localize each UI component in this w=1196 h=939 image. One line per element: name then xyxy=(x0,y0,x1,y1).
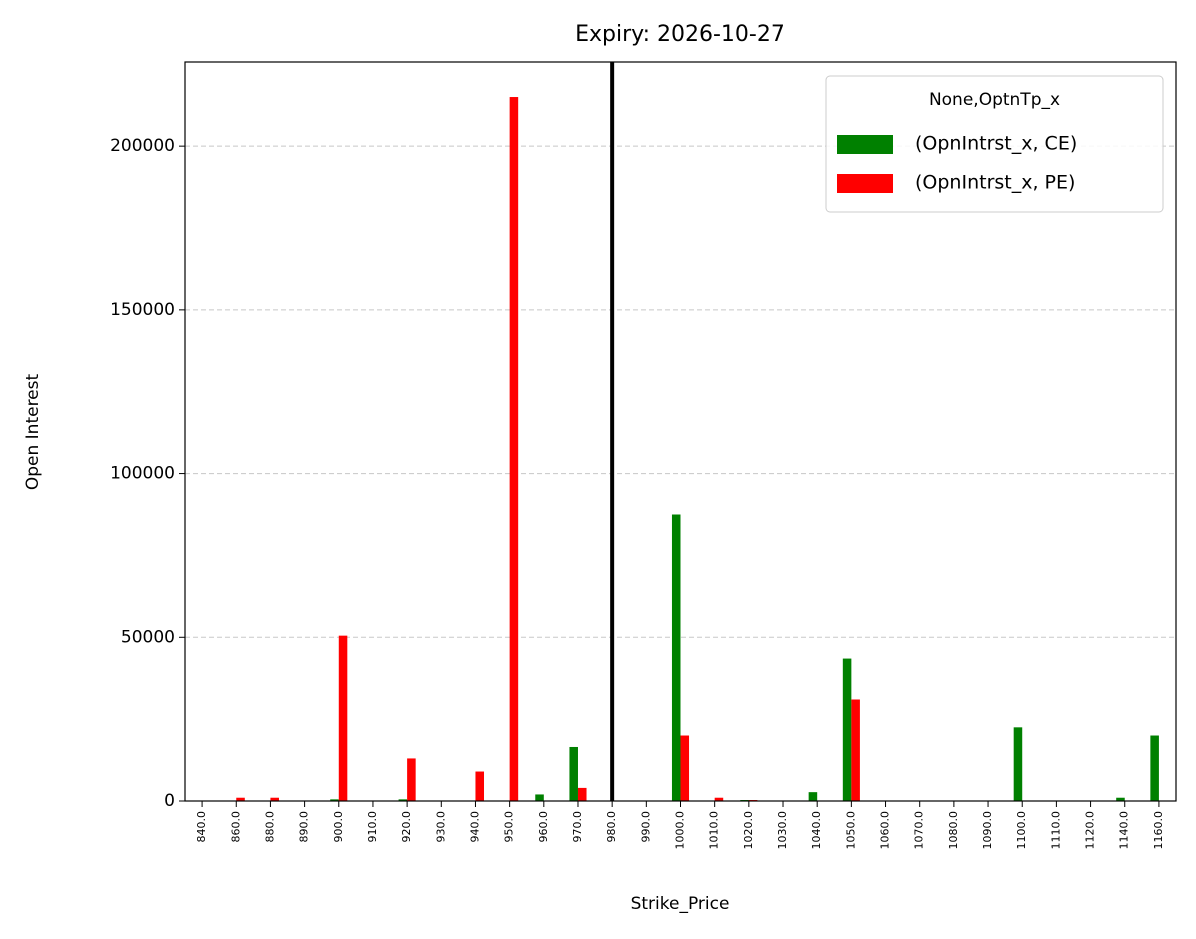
x-tick-label: 880.0 xyxy=(263,811,276,843)
legend-label: (OpnIntrst_x, PE) xyxy=(915,172,1075,194)
x-tick-label: 960.0 xyxy=(537,811,550,843)
bar xyxy=(330,799,339,801)
legend-box xyxy=(825,75,1164,213)
legend: None,OptnTp_x (OpnIntrst_x, CE) (OpnIntrst… xyxy=(825,75,1164,213)
chart-title: Expiry: 2026-10-27 xyxy=(575,22,785,47)
x-tick-label: 970.0 xyxy=(571,811,584,843)
y-tick-label: 0 xyxy=(164,791,175,811)
y-tick-label: 150000 xyxy=(110,300,175,320)
bar xyxy=(680,735,690,801)
x-tick-label: 1060.0 xyxy=(879,811,892,850)
x-tick-label: 980.0 xyxy=(605,811,618,843)
x-tick-label: 900.0 xyxy=(332,811,345,843)
legend-swatch xyxy=(837,174,893,193)
bar xyxy=(1150,735,1159,801)
x-tick-label: 1160.0 xyxy=(1152,811,1165,850)
plot-frame xyxy=(184,61,1177,802)
x-tick-label: 1100.0 xyxy=(1015,811,1028,850)
x-tick-label: 1050.0 xyxy=(844,811,857,850)
bar xyxy=(1116,797,1125,801)
x-tick-label: 940.0 xyxy=(468,811,481,843)
x-tick-label: 1080.0 xyxy=(947,811,960,850)
y-axis-label: Open Interest xyxy=(23,374,43,491)
bar xyxy=(338,635,348,801)
x-tick-label: 1040.0 xyxy=(810,811,823,850)
bar xyxy=(808,792,818,801)
x-tick-label: 860.0 xyxy=(229,811,242,843)
bar xyxy=(577,787,587,801)
x-tick-label: 1120.0 xyxy=(1084,811,1097,850)
bar xyxy=(851,699,860,801)
x-tick-label: 1110.0 xyxy=(1049,811,1062,850)
legend-label: (OpnIntrst_x, CE) xyxy=(915,133,1077,155)
legend-title: None,OptnTp_x xyxy=(929,90,1060,110)
x-tick-label: 1090.0 xyxy=(981,811,994,850)
bar xyxy=(1013,727,1023,801)
y-tick-label: 200000 xyxy=(110,136,175,156)
x-tick-label: 1010.0 xyxy=(708,811,721,850)
bar xyxy=(671,514,681,801)
x-tick-label: 840.0 xyxy=(195,811,208,843)
x-axis-label: Strike_Price xyxy=(631,894,730,914)
x-tick-label: 910.0 xyxy=(366,811,379,843)
bar xyxy=(407,758,416,801)
bar xyxy=(569,746,578,801)
x-tick-label: 1030.0 xyxy=(776,811,789,850)
bar xyxy=(535,794,544,801)
x-tick-label: 950.0 xyxy=(503,811,516,843)
y-tick-label: 50000 xyxy=(121,627,175,647)
bar xyxy=(398,799,408,801)
bar xyxy=(475,771,485,801)
x-tick-label: 1070.0 xyxy=(913,811,926,850)
x-tick-label: 920.0 xyxy=(400,811,413,843)
bar xyxy=(236,797,245,801)
bar xyxy=(509,97,519,802)
x-tick-label: 930.0 xyxy=(434,811,447,843)
bar xyxy=(270,797,279,801)
bar xyxy=(842,658,852,801)
legend-swatch xyxy=(837,135,893,154)
x-tick-label: 890.0 xyxy=(298,811,311,843)
x-tick-label: 990.0 xyxy=(639,811,652,843)
bar xyxy=(714,797,724,801)
y-tick-label: 100000 xyxy=(110,464,175,484)
x-tick-label: 1000.0 xyxy=(674,811,687,850)
x-tick-label: 1020.0 xyxy=(742,811,755,850)
x-tick-label: 1140.0 xyxy=(1118,811,1131,850)
